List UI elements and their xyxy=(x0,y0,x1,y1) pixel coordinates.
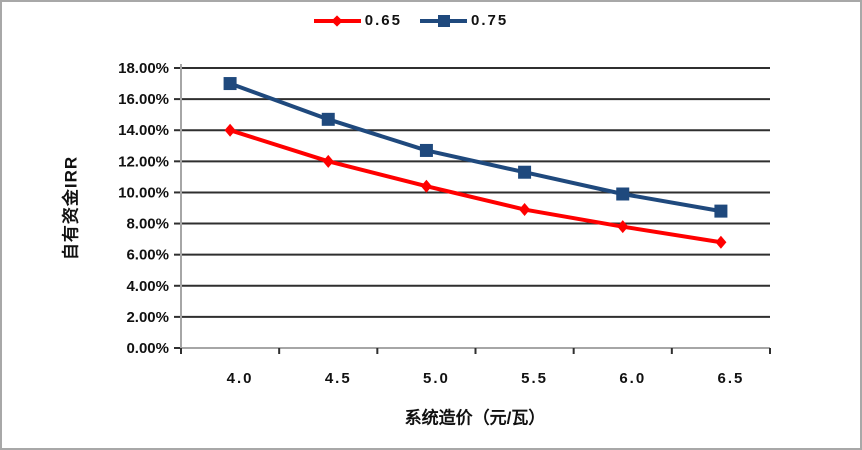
y-tick-label: 0.00% xyxy=(126,340,169,357)
x-tick-label: 5.0 xyxy=(423,370,450,387)
data-point-diamond xyxy=(715,235,727,249)
data-point-diamond xyxy=(519,203,531,217)
y-tick-label: 6.00% xyxy=(126,247,169,264)
legend-square-marker-icon xyxy=(437,14,450,27)
data-point-square xyxy=(419,143,433,157)
data-point-square xyxy=(321,112,335,126)
legend-item-0.65: 0.65 xyxy=(313,12,402,29)
series-line-0.65 xyxy=(228,128,723,245)
x-tick-label: 5.5 xyxy=(521,370,548,387)
y-tick-label: 12.00% xyxy=(118,153,169,170)
chart-legend: 0.65 0.75 xyxy=(2,12,840,29)
y-tick-label: 16.00% xyxy=(118,91,169,108)
x-tick-label: 6.5 xyxy=(717,370,744,387)
data-point-square xyxy=(518,165,532,179)
diamond-line-swatch-icon xyxy=(313,14,361,28)
x-tick-label: 6.0 xyxy=(619,370,646,387)
y-tick-label: 4.00% xyxy=(126,278,169,295)
y-tick-label: 18.00% xyxy=(118,60,169,77)
legend-label: 0.65 xyxy=(364,12,402,29)
data-point-square xyxy=(714,204,728,218)
y-tick-label: 8.00% xyxy=(126,216,169,233)
series-line-0.75 xyxy=(228,81,723,214)
x-tick-label: 4.0 xyxy=(227,370,254,387)
legend-item-0.75: 0.75 xyxy=(420,12,508,29)
data-point-square xyxy=(223,77,237,91)
x-tick-label: 4.5 xyxy=(325,370,352,387)
data-point-diamond xyxy=(420,179,432,193)
y-tick-label: 14.00% xyxy=(118,122,169,139)
y-tick-label: 2.00% xyxy=(126,309,169,326)
x-axis-title: 系统造价（元/瓦） xyxy=(404,408,546,428)
data-point-diamond xyxy=(224,123,236,137)
legend-label: 0.75 xyxy=(471,12,509,29)
square-line-swatch-icon xyxy=(420,14,467,28)
data-point-diamond xyxy=(617,220,629,234)
data-point-diamond xyxy=(322,154,334,168)
data-point-square xyxy=(616,187,630,201)
y-tick-label: 10.00% xyxy=(118,184,169,201)
